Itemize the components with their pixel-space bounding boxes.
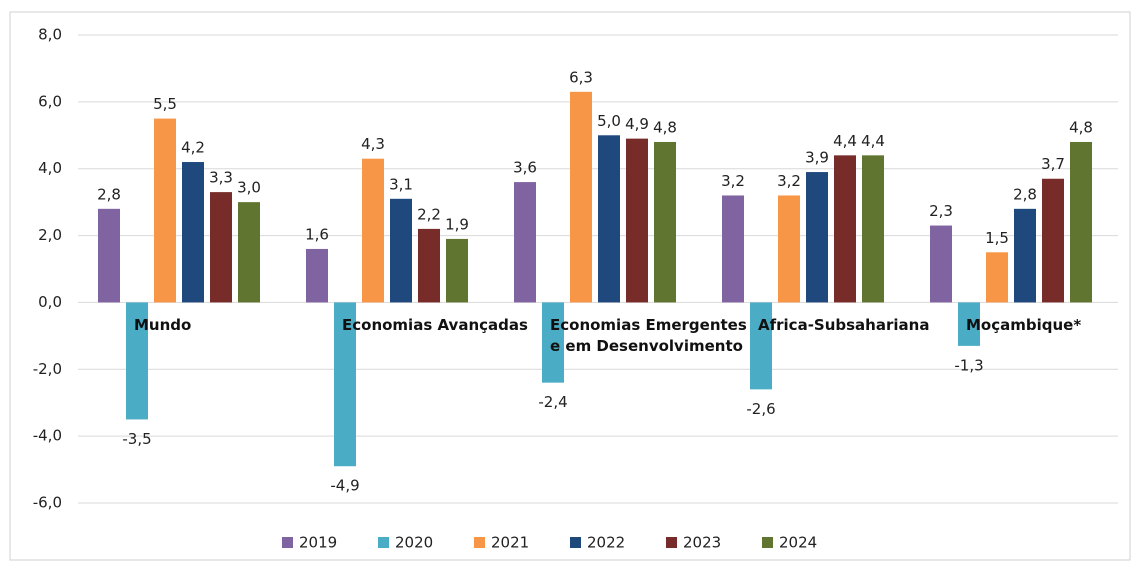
legend-label: 2024 [779, 534, 817, 552]
bar [570, 91, 592, 303]
value-label: -4,9 [330, 477, 359, 495]
value-label: 4,4 [861, 132, 885, 150]
bar [514, 182, 536, 303]
bar [154, 118, 176, 303]
bar [862, 155, 884, 303]
value-label: 3,3 [209, 169, 233, 187]
value-label: 4,2 [181, 139, 205, 157]
y-tick-label: -4,0 [33, 427, 62, 445]
y-tick-label: 4,0 [38, 159, 62, 177]
bar [334, 302, 356, 467]
x-tick-label: Moçambique* [966, 316, 1082, 335]
legend-swatch [666, 537, 677, 548]
value-label: 3,9 [805, 149, 829, 167]
x-tick-label: Mundo [134, 316, 192, 335]
x-tick-label: Economias Emergentes e em Desenvolviment… [550, 316, 747, 356]
y-tick-label: 6,0 [38, 92, 62, 110]
bar [238, 202, 260, 303]
bar [306, 248, 328, 303]
bar [126, 302, 148, 420]
value-label: -1,3 [954, 356, 983, 374]
legend-label: 2020 [395, 534, 433, 552]
bar [986, 252, 1008, 303]
value-label: 1,9 [445, 215, 469, 233]
y-tick-label: 8,0 [38, 26, 62, 44]
bar [1014, 208, 1036, 303]
legend-swatch [762, 537, 773, 548]
value-label: 1,6 [305, 225, 329, 243]
value-label: -2,6 [746, 400, 775, 418]
bar [1070, 141, 1092, 303]
value-label: 2,3 [929, 202, 953, 220]
value-label: 3,0 [237, 179, 261, 197]
bar [654, 141, 676, 303]
legend-label: 2022 [587, 534, 625, 552]
value-label: 4,8 [653, 118, 677, 136]
value-label: 3,2 [721, 172, 745, 190]
value-label: 4,8 [1069, 118, 1093, 136]
bar [182, 162, 204, 303]
value-label: 3,1 [389, 175, 413, 193]
bar [362, 158, 384, 303]
value-label: -2,4 [538, 393, 567, 411]
value-label: 3,2 [777, 172, 801, 190]
bar [722, 195, 744, 303]
legend-swatch [474, 537, 485, 548]
legend-swatch [282, 537, 293, 548]
bar [418, 228, 440, 303]
value-label: -3,5 [122, 430, 151, 448]
x-tick-label: Economias Avançadas [342, 316, 528, 335]
legend-swatch [570, 537, 581, 548]
legend-label: 2021 [491, 534, 529, 552]
value-label: 2,8 [1013, 185, 1037, 203]
value-label: 4,9 [625, 115, 649, 133]
value-label: 4,4 [833, 132, 857, 150]
value-label: 5,0 [597, 112, 621, 130]
bar [98, 208, 120, 303]
bar [1042, 178, 1064, 303]
value-label: 3,7 [1041, 155, 1065, 173]
legend-label: 2019 [299, 534, 337, 552]
value-label: 4,3 [361, 135, 385, 153]
x-tick-label: Africa-Subsahariana [758, 316, 930, 335]
y-tick-label: -2,0 [33, 360, 62, 378]
value-label: 2,8 [97, 185, 121, 203]
bar [806, 172, 828, 303]
legend-label: 2023 [683, 534, 721, 552]
bar [834, 155, 856, 303]
legend-swatch [378, 537, 389, 548]
y-tick-label: 0,0 [38, 293, 62, 311]
bar [542, 302, 564, 383]
bar [750, 302, 772, 390]
bar [598, 135, 620, 303]
value-label: 5,5 [153, 95, 177, 113]
bar [626, 138, 648, 303]
y-tick-label: 2,0 [38, 226, 62, 244]
y-tick-label: -6,0 [33, 494, 62, 512]
bar [958, 302, 980, 346]
value-label: 3,6 [513, 159, 537, 177]
value-label: 1,5 [985, 229, 1009, 247]
bar [778, 195, 800, 303]
chart-border [9, 11, 1131, 561]
value-label: 2,2 [417, 205, 441, 223]
bar [210, 192, 232, 303]
bar [446, 238, 468, 303]
bar [930, 225, 952, 303]
value-label: 6,3 [569, 68, 593, 86]
bar [390, 198, 412, 303]
